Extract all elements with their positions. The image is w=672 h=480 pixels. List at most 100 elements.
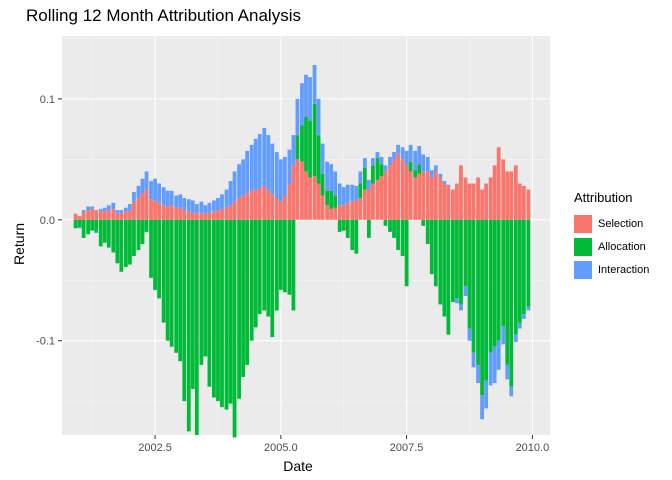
- bar-interaction: [94, 231, 99, 234]
- bar-interaction: [304, 74, 308, 118]
- legend-item-allocation: Allocation: [572, 235, 649, 258]
- legend-key-allocation: [574, 237, 592, 256]
- bar-allocation: [337, 219, 342, 232]
- y-tick-label: -0.1: [36, 336, 55, 348]
- bar-interaction: [241, 159, 245, 196]
- bar-allocation: [186, 219, 191, 432]
- legend-label-selection: Selection: [598, 217, 644, 230]
- bar-interaction: [149, 181, 153, 200]
- bar-interaction: [128, 204, 132, 211]
- bar-interaction: [257, 133, 262, 189]
- bar-allocation: [350, 219, 355, 251]
- bar-selection: [300, 161, 304, 220]
- bar-allocation: [521, 219, 526, 315]
- bar-interaction: [379, 156, 384, 165]
- bar-interaction: [354, 185, 359, 201]
- bar-allocation: [216, 219, 220, 402]
- bar-interaction: [325, 161, 330, 191]
- bar-selection: [341, 205, 346, 220]
- bar-selection: [220, 208, 224, 220]
- bar-interaction: [488, 352, 493, 386]
- bar-selection: [237, 198, 241, 220]
- bar-interaction: [165, 190, 170, 207]
- bar-allocation: [484, 219, 488, 381]
- bar-selection: [329, 208, 334, 220]
- x-axis-label: Date: [283, 458, 313, 474]
- bar-allocation: [446, 219, 451, 335]
- bar-interaction: [153, 178, 157, 201]
- bar-selection: [484, 183, 488, 220]
- bar-selection: [408, 171, 413, 220]
- bar-selection: [375, 179, 380, 220]
- bar-interaction: [77, 227, 82, 229]
- bar-selection: [455, 183, 459, 220]
- bar-allocation: [98, 219, 103, 247]
- bar-allocation: [81, 219, 86, 238]
- bar-allocation: [291, 219, 296, 311]
- bar-interaction: [492, 346, 497, 384]
- bar-interaction: [337, 183, 342, 206]
- bar-selection: [136, 198, 141, 220]
- bar-allocation: [341, 219, 346, 231]
- bar-allocation: [375, 158, 380, 180]
- bar-selection: [404, 165, 409, 220]
- bar-allocation: [257, 219, 262, 315]
- bar-selection: [429, 177, 434, 220]
- bar-interaction: [132, 191, 136, 202]
- bar-selection: [149, 199, 153, 220]
- bar-allocation: [300, 125, 304, 162]
- bar-allocation: [459, 219, 463, 305]
- bar-interaction: [203, 205, 208, 214]
- bar-selection: [98, 211, 103, 220]
- bar-interaction: [509, 386, 514, 397]
- bar-selection: [312, 176, 317, 220]
- bar-allocation: [157, 219, 161, 299]
- bar-allocation: [237, 219, 241, 399]
- bar-interaction: [341, 187, 346, 206]
- bar-selection: [270, 194, 275, 220]
- bar-selection: [241, 195, 245, 220]
- bar-allocation: [383, 219, 388, 226]
- bar-selection: [140, 193, 145, 220]
- bar-allocation: [119, 219, 124, 272]
- bar-allocation: [371, 165, 375, 184]
- x-tick-label: 2005.0: [264, 442, 298, 454]
- bar-interaction: [463, 286, 468, 296]
- bar-allocation: [73, 219, 78, 229]
- bar-allocation: [379, 164, 384, 177]
- bar-interaction: [425, 156, 430, 172]
- bar-selection: [526, 189, 531, 220]
- bar-allocation: [207, 219, 212, 387]
- bar-interaction: [429, 170, 434, 178]
- bar-interaction: [144, 171, 149, 190]
- x-tick-label: 2002.5: [138, 442, 172, 454]
- bar-selection: [295, 159, 300, 220]
- bar-allocation: [476, 219, 480, 365]
- bar-interaction: [316, 98, 321, 136]
- bar-allocation: [232, 219, 237, 438]
- bar-selection: [451, 189, 455, 220]
- bar-allocation: [245, 219, 250, 365]
- bar-selection: [337, 205, 342, 220]
- chart-title: Rolling 12 Month Attribution Analysis: [26, 6, 301, 25]
- bar-interaction: [521, 314, 526, 319]
- bar-allocation: [367, 219, 371, 238]
- bar-selection: [128, 210, 132, 220]
- bar-interaction: [270, 143, 275, 195]
- bar-interaction: [207, 202, 212, 213]
- bar-allocation: [358, 183, 363, 199]
- bar-selection: [224, 207, 229, 220]
- bar-interaction: [86, 206, 91, 211]
- bar-allocation: [517, 219, 522, 323]
- bar-interaction: [367, 179, 371, 190]
- bar-allocation: [320, 173, 325, 196]
- bar-selection: [178, 207, 183, 220]
- bar-selection: [274, 198, 279, 220]
- bar-selection: [207, 212, 212, 220]
- bar-interaction: [178, 194, 183, 208]
- bar-interaction: [400, 147, 405, 160]
- bar-allocation: [451, 219, 455, 302]
- bar-interaction: [467, 328, 472, 341]
- bar-allocation: [102, 219, 107, 243]
- legend: Attribution Selection Allocation Interac…: [572, 190, 649, 281]
